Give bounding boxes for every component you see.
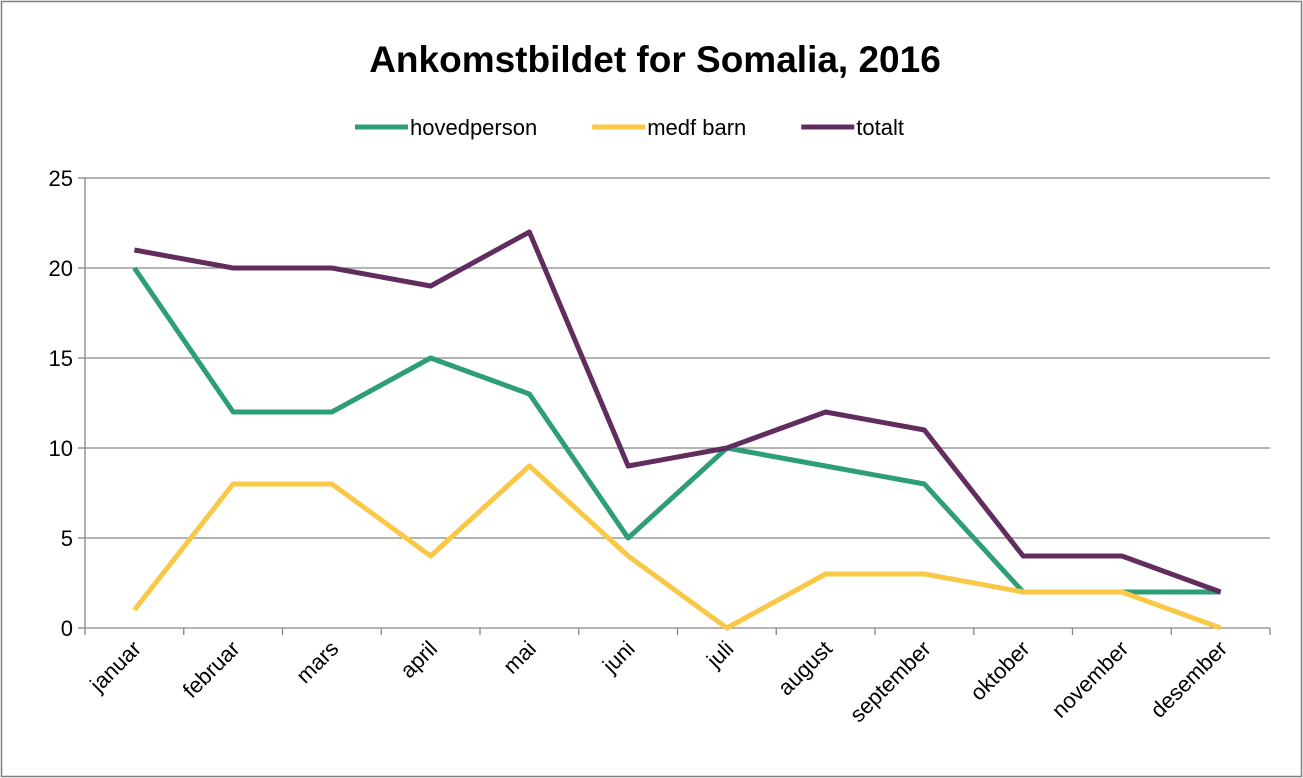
y-tick-label: 15 bbox=[49, 346, 73, 371]
y-tick-label: 10 bbox=[49, 436, 73, 461]
y-tick-label: 20 bbox=[49, 256, 73, 281]
legend-label: hovedperson bbox=[410, 115, 537, 140]
y-tick-label: 0 bbox=[61, 616, 73, 641]
legend-label: totalt bbox=[856, 115, 904, 140]
y-tick-label: 5 bbox=[61, 526, 73, 551]
series-line bbox=[132, 463, 1222, 631]
series-line bbox=[133, 229, 1222, 595]
chart-title: Ankomstbildet for Somalia, 2016 bbox=[369, 39, 941, 80]
legend-label: medf barn bbox=[647, 115, 746, 140]
y-tick-label: 25 bbox=[49, 166, 73, 191]
